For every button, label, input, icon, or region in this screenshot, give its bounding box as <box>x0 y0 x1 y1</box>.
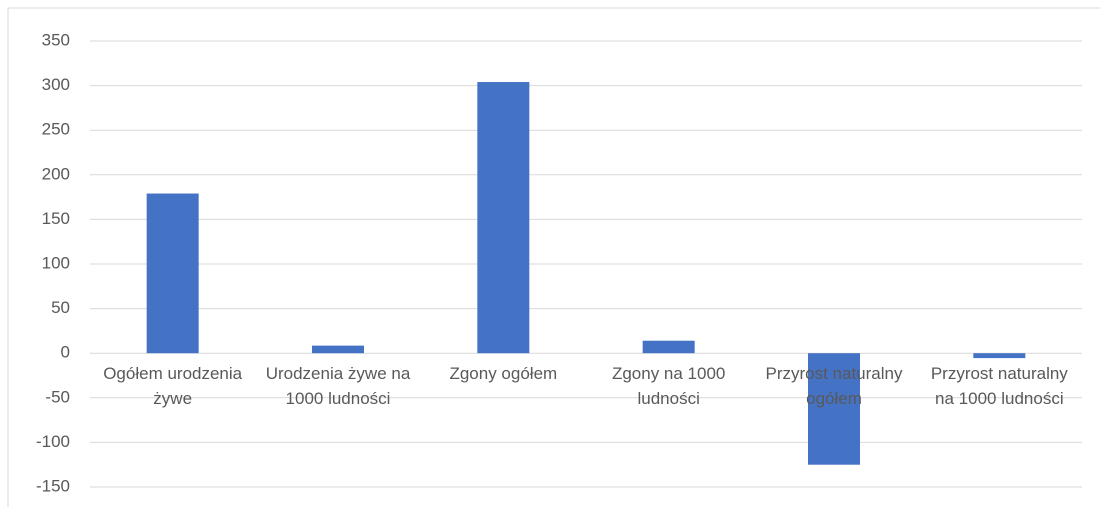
x-tick-label: Przyrost naturalny ogółem <box>765 364 903 409</box>
y-tick-label: 200 <box>42 164 70 183</box>
y-tick-label: 250 <box>42 120 70 139</box>
x-tick-label: Zgony ogółem <box>449 364 558 384</box>
y-tick-label: 100 <box>42 253 70 272</box>
bar <box>808 353 860 465</box>
y-tick-label: 0 <box>61 343 70 362</box>
x-tick-label: Urodzenia żywe na 1000 ludności <box>265 364 411 409</box>
y-tick-label: -100 <box>36 432 70 451</box>
y-tick-label: -50 <box>45 387 70 406</box>
x-tick-label: Ogółem urodzenia żywe <box>103 364 243 409</box>
y-tick-label: -150 <box>36 476 70 495</box>
chart-frame <box>7 7 1100 507</box>
bar <box>146 193 199 354</box>
y-tick-label: 300 <box>42 75 70 94</box>
y-tick-label: 50 <box>51 298 70 317</box>
x-tick-label: Przyrost naturalny na 1000 ludności <box>930 364 1068 409</box>
y-tick-label: 350 <box>42 30 70 49</box>
y-tick-label: 150 <box>42 209 70 228</box>
bar <box>642 340 695 354</box>
bar <box>477 82 530 354</box>
bar <box>312 345 364 354</box>
x-tick-label: Zgony na 1000 ludności <box>611 364 726 409</box>
bar <box>973 353 1026 359</box>
